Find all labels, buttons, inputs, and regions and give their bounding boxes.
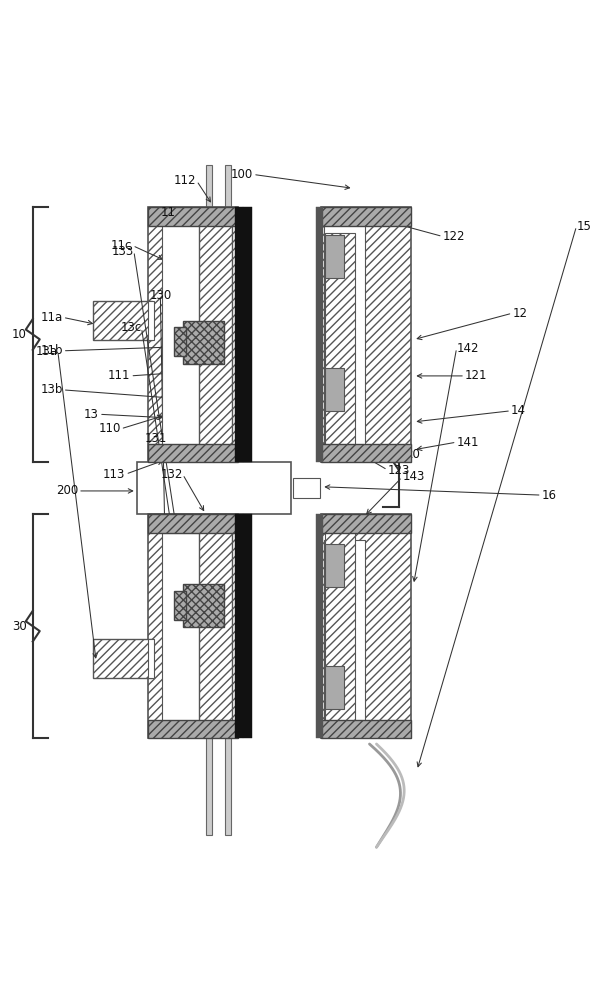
Text: 14: 14 (511, 404, 526, 417)
Text: 13a: 13a (36, 345, 58, 358)
Bar (148, 207, 238, 226)
Bar (235, 514, 243, 738)
Bar (321, 514, 411, 533)
Bar (225, 165, 231, 835)
Text: 121: 121 (465, 369, 487, 382)
Bar (148, 207, 238, 462)
Bar (136, 462, 291, 514)
Text: 13c: 13c (120, 321, 142, 334)
Text: 13: 13 (84, 408, 99, 421)
Bar (162, 533, 213, 729)
Text: 15: 15 (576, 220, 591, 233)
Bar (148, 720, 238, 738)
Text: 141: 141 (457, 436, 479, 449)
Bar (325, 235, 344, 278)
Text: 16: 16 (542, 489, 557, 502)
Text: 131: 131 (145, 432, 167, 445)
Bar (325, 233, 355, 456)
Bar (199, 224, 232, 456)
Bar (325, 544, 344, 587)
Text: 100: 100 (231, 168, 253, 181)
Bar (235, 207, 243, 462)
Bar (148, 639, 154, 678)
Bar (173, 591, 186, 620)
Bar (321, 207, 411, 226)
Bar (321, 207, 411, 462)
Bar (148, 514, 238, 533)
Bar (184, 321, 224, 364)
Text: 122: 122 (443, 230, 465, 243)
Text: 10: 10 (12, 328, 27, 341)
Bar (148, 301, 154, 340)
Bar (293, 478, 320, 498)
Text: 113: 113 (103, 468, 125, 481)
Bar (325, 666, 344, 709)
Bar (148, 514, 238, 738)
Text: 110: 110 (98, 422, 121, 435)
Text: 13b: 13b (41, 383, 63, 396)
Text: 132: 132 (160, 468, 182, 481)
Bar (324, 540, 365, 729)
Bar (184, 584, 224, 627)
Bar (199, 522, 232, 734)
Text: 200: 200 (56, 484, 78, 497)
Text: 143: 143 (402, 470, 425, 483)
Bar (325, 368, 344, 411)
Bar (321, 444, 411, 462)
Text: 111: 111 (108, 369, 130, 382)
Text: 11c: 11c (111, 239, 133, 252)
Bar (207, 165, 212, 835)
Bar (321, 514, 411, 738)
Bar (162, 223, 213, 450)
Text: 112: 112 (174, 174, 196, 187)
Text: 11b: 11b (40, 344, 63, 357)
Bar (243, 514, 251, 738)
Text: 11: 11 (161, 206, 176, 219)
Bar (93, 639, 152, 678)
Bar (325, 528, 355, 734)
Text: 30: 30 (12, 620, 27, 633)
Text: 11a: 11a (41, 311, 63, 324)
Text: 130: 130 (149, 289, 171, 302)
Bar (316, 514, 323, 738)
Bar (173, 327, 186, 356)
Text: 20: 20 (405, 448, 420, 461)
Text: 12: 12 (513, 307, 527, 320)
Bar (93, 301, 152, 340)
Bar (243, 207, 251, 462)
Bar (316, 207, 323, 462)
Text: 123: 123 (388, 464, 410, 477)
Text: 142: 142 (457, 342, 479, 355)
Bar (321, 720, 411, 738)
Bar (148, 444, 238, 462)
Text: 133: 133 (112, 245, 134, 258)
Bar (324, 223, 365, 450)
